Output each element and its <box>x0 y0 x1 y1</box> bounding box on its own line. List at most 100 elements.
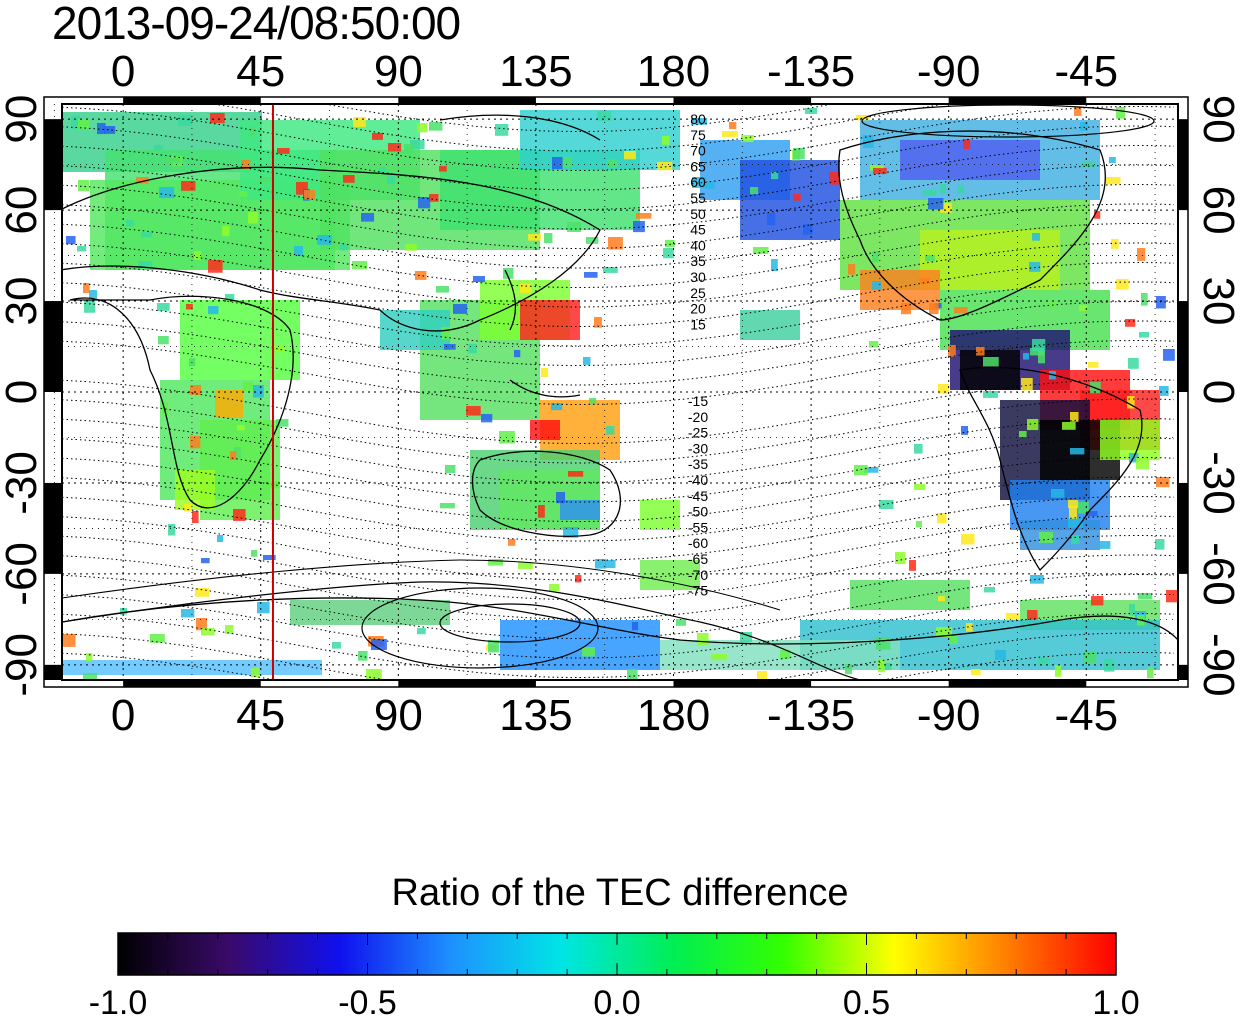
tec-cell <box>627 669 638 680</box>
tec-cell <box>97 123 106 135</box>
tec-cell <box>159 187 175 199</box>
tec-cell <box>441 327 451 340</box>
tec-cell <box>603 267 618 273</box>
contour-label: 75 <box>690 127 706 143</box>
tec-cell <box>1078 502 1089 514</box>
tec-cell <box>948 345 956 357</box>
tec-cell <box>1038 351 1046 364</box>
tec-cell <box>575 575 582 583</box>
tec-cell <box>771 259 778 272</box>
y-tick-label-right: -60 <box>1194 542 1240 606</box>
contour-label: 80 <box>690 111 706 127</box>
frame-segment <box>1178 482 1188 574</box>
tec-cell <box>872 251 879 263</box>
coastline <box>62 166 601 332</box>
tec-cell <box>722 131 738 137</box>
tec-cell <box>263 555 276 561</box>
tec-cell <box>195 588 210 597</box>
coastline <box>439 114 601 141</box>
tec-cell <box>583 357 591 365</box>
tec-cell <box>277 148 290 154</box>
tec-cell <box>1163 349 1175 361</box>
x-tick-label-bottom: 45 <box>236 691 285 740</box>
tec-cell <box>352 261 368 270</box>
frame-segment <box>398 680 536 687</box>
tec-cell <box>201 628 215 636</box>
tec-cell <box>429 194 439 202</box>
x-tick-label-top: -90 <box>917 47 981 96</box>
contour-line <box>62 559 781 611</box>
tec-cell <box>1155 539 1165 550</box>
colorbar-tick-label: 0.0 <box>593 984 641 1022</box>
tec-cell <box>1069 506 1078 519</box>
tec-cell <box>1159 386 1169 396</box>
tec-cell <box>586 237 599 244</box>
tec-cell <box>595 559 606 569</box>
tec-cell <box>1055 665 1062 677</box>
tec-cell <box>120 608 128 615</box>
tec-cell <box>938 384 949 394</box>
frame-segment <box>1178 301 1188 392</box>
tec-cell <box>879 663 892 671</box>
tec-cell <box>71 116 80 129</box>
map-axes: 0045459090135135180180-135-135-90-90-45-… <box>0 47 1240 740</box>
frame-segment <box>673 97 812 104</box>
tec-cell <box>937 513 947 524</box>
tec-cell <box>829 172 840 185</box>
tec-cell <box>66 236 76 245</box>
tec-cell <box>1091 596 1104 606</box>
tec-cell <box>983 391 998 398</box>
contour-label: 70 <box>690 143 706 159</box>
tec-cell <box>230 451 237 461</box>
tec-cell <box>514 350 521 358</box>
tec-cell <box>1038 658 1050 665</box>
tec-cell <box>380 310 450 350</box>
tec-cell <box>343 175 355 183</box>
tec-cell <box>78 119 90 129</box>
x-tick-label-bottom: -45 <box>1054 691 1118 740</box>
contour-label: -55 <box>688 519 708 535</box>
tec-cell <box>1138 593 1153 600</box>
tec-cell <box>138 261 153 269</box>
tec-cell <box>440 503 455 509</box>
tec-cell <box>453 304 468 314</box>
tec-cell <box>405 244 417 251</box>
tec-cell <box>340 244 348 251</box>
tec-cell <box>1109 157 1116 164</box>
colorbar-ticks <box>117 933 1117 975</box>
tec-cell <box>949 636 959 645</box>
tec-cell <box>1104 659 1115 672</box>
contour-label: -40 <box>688 472 708 488</box>
tec-cell <box>729 122 737 130</box>
tec-cell <box>914 444 923 454</box>
tec-cell <box>518 562 533 569</box>
tec-cell <box>417 123 428 133</box>
tec-cell <box>495 124 509 136</box>
contour-label: 50 <box>690 206 706 222</box>
tec-cell <box>466 406 481 416</box>
tec-cell <box>83 283 90 294</box>
tec-cell <box>541 368 549 377</box>
tec-cell <box>605 560 616 569</box>
contour-label: -65 <box>688 551 708 567</box>
tec-cell <box>1032 233 1040 241</box>
tec-cell <box>366 669 382 680</box>
tec-cell <box>317 235 332 245</box>
tec-cell <box>379 167 387 174</box>
tec-cell <box>560 500 600 520</box>
tec-cell <box>780 650 791 659</box>
tec-cell <box>1111 239 1119 249</box>
tec-cell <box>923 190 937 196</box>
y-tick-label-left: -90 <box>0 633 46 697</box>
contour-label: -35 <box>688 456 708 472</box>
tec-cell <box>895 552 906 565</box>
tec-cell <box>860 270 940 310</box>
tec-cell <box>444 344 456 350</box>
tec-cell <box>940 203 952 213</box>
tec-cell <box>178 115 192 127</box>
tec-cell <box>1136 458 1150 470</box>
tec-cell <box>251 668 260 678</box>
tec-cell <box>1088 362 1099 368</box>
tec-cell <box>562 157 573 168</box>
tec-cell <box>568 471 584 477</box>
